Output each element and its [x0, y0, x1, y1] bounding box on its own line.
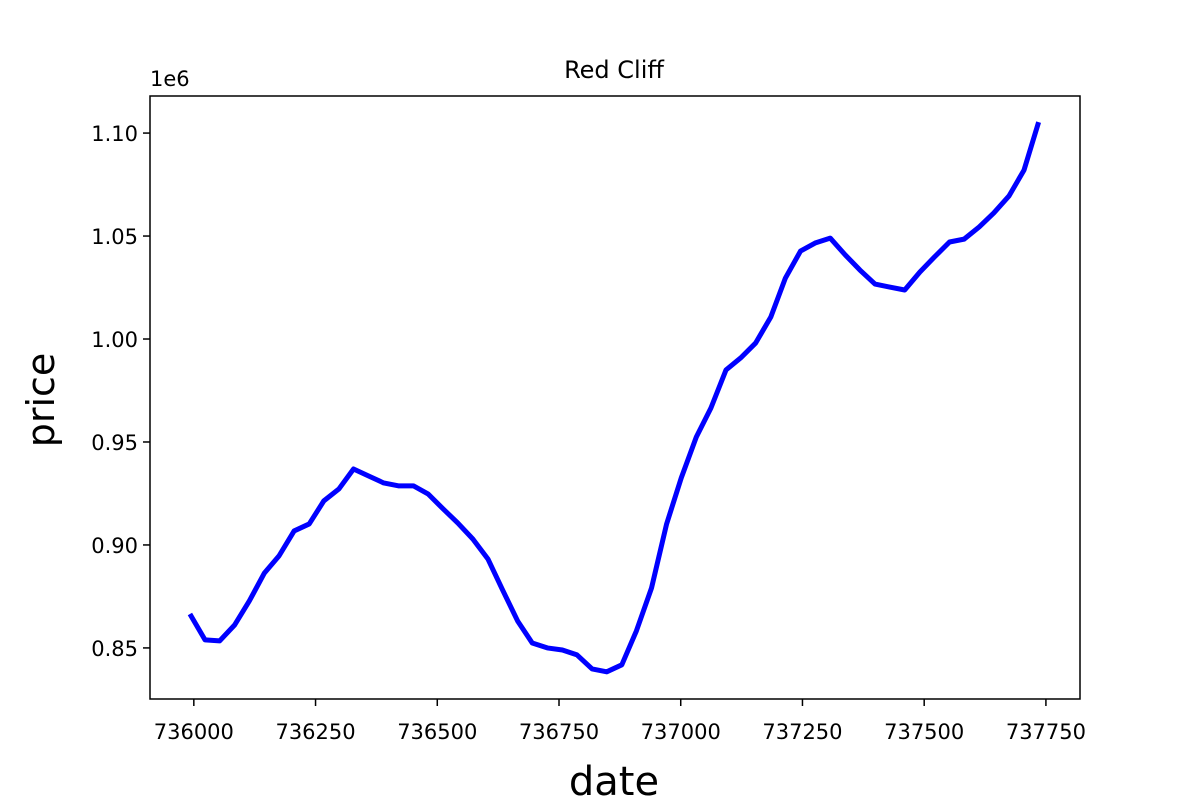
y-axis-label: price	[19, 353, 63, 448]
y-tick-label: 1.10	[91, 122, 138, 146]
x-tick-label: 737000	[641, 720, 721, 744]
y-tick-label: 0.90	[91, 534, 138, 558]
plot-frame	[149, 95, 1081, 700]
y-offset-label: 1e6	[150, 67, 190, 91]
x-tick-label: 736750	[519, 720, 599, 744]
x-tick-label: 737750	[1006, 720, 1086, 744]
y-tick-label: 0.85	[91, 637, 138, 661]
y-tick-label: 1.00	[91, 328, 138, 352]
x-tick-label: 736250	[275, 720, 355, 744]
x-tick-label: 736000	[154, 720, 234, 744]
x-tick-label: 736500	[397, 720, 477, 744]
line	[187, 121, 1042, 675]
x-tick-label: 737500	[884, 720, 964, 744]
y-tick-label: 1.05	[91, 225, 138, 249]
chart-title: Red Cliff	[564, 56, 664, 84]
x-tick-label: 737250	[762, 720, 842, 744]
x-axis-label: date	[569, 759, 659, 800]
y-tick-label: 0.95	[91, 431, 138, 455]
